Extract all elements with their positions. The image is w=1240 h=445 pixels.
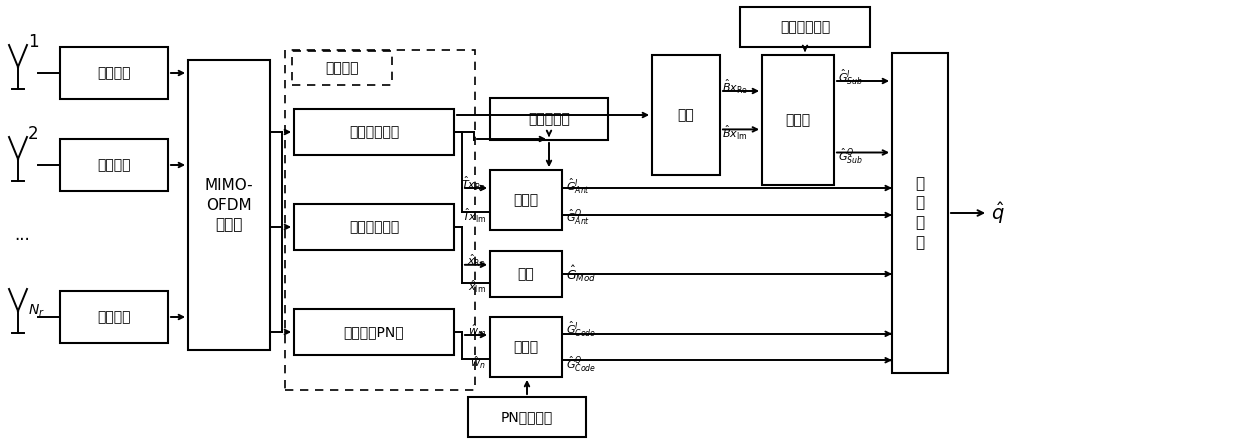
Bar <box>490 251 562 297</box>
Text: $\hat{T}x_{\mathrm{Im}}$: $\hat{T}x_{\mathrm{Im}}$ <box>461 207 486 225</box>
Bar <box>285 50 475 390</box>
Text: $\hat{w}_n$: $\hat{w}_n$ <box>470 355 486 371</box>
Text: $\hat{G}^Q_{Ant}$: $\hat{G}^Q_{Ant}$ <box>565 207 590 227</box>
Bar <box>467 397 587 437</box>
Text: $\hat{B}x_{\mathrm{Re}}$: $\hat{B}x_{\mathrm{Re}}$ <box>722 78 748 96</box>
Bar <box>294 204 454 250</box>
Text: $\hat{G}^Q_{Sub}$: $\hat{G}^Q_{Sub}$ <box>838 147 863 166</box>
Bar <box>490 98 608 140</box>
Text: $\hat{G}^I_{Code}$: $\hat{G}^I_{Code}$ <box>565 320 596 340</box>
Text: 载波恢复: 载波恢复 <box>97 66 130 80</box>
Text: $N_r$: $N_r$ <box>29 303 45 319</box>
Text: 天线映射表: 天线映射表 <box>528 112 570 126</box>
Bar <box>294 309 454 355</box>
Text: 并
串
转
换: 并 串 转 换 <box>915 176 925 250</box>
Bar <box>294 109 454 155</box>
Bar <box>490 317 562 377</box>
Text: PN码映射表: PN码映射表 <box>501 410 553 424</box>
Bar <box>291 51 392 85</box>
Text: $\hat{B}x_{\mathrm{Im}}$: $\hat{B}x_{\mathrm{Im}}$ <box>722 124 748 142</box>
Text: MIMO-
OFDM
解调器: MIMO- OFDM 解调器 <box>205 178 253 232</box>
Text: 检测激活天线: 检测激活天线 <box>348 125 399 139</box>
Bar <box>188 60 270 350</box>
Bar <box>60 291 167 343</box>
Text: $\hat{T}x_{\mathrm{Re}}$: $\hat{T}x_{\mathrm{Re}}$ <box>461 175 486 193</box>
Text: 1: 1 <box>29 33 38 51</box>
Text: 解映射: 解映射 <box>513 340 538 354</box>
Bar <box>60 47 167 99</box>
Text: $\hat{G}_{Mod}$: $\hat{G}_{Mod}$ <box>565 264 596 284</box>
Text: $\hat{G}^I_{Ant}$: $\hat{G}^I_{Ant}$ <box>565 176 590 196</box>
Text: $\hat{x}_{\mathrm{Im}}$: $\hat{x}_{\mathrm{Im}}$ <box>467 279 486 295</box>
Bar <box>60 139 167 191</box>
Text: $\hat{G}^I_{Sub}$: $\hat{G}^I_{Sub}$ <box>838 67 863 87</box>
Text: 载波恢复: 载波恢复 <box>97 310 130 324</box>
Bar <box>652 55 720 175</box>
Text: 检测激活PN码: 检测激活PN码 <box>343 325 404 339</box>
Text: 解映射: 解映射 <box>785 113 811 127</box>
Text: $\hat{G}^Q_{Code}$: $\hat{G}^Q_{Code}$ <box>565 355 596 374</box>
Bar <box>763 55 835 185</box>
Text: $\hat{w}_m$: $\hat{w}_m$ <box>467 323 486 339</box>
Text: $\hat{x}_{\mathrm{Re}}$: $\hat{x}_{\mathrm{Re}}$ <box>467 253 486 269</box>
Bar <box>740 7 870 47</box>
Text: 检测: 检测 <box>677 108 694 122</box>
Text: 载波恢复: 载波恢复 <box>97 158 130 172</box>
Text: 检测调制符号: 检测调制符号 <box>348 220 399 234</box>
Bar <box>490 170 562 230</box>
Text: 解调: 解调 <box>517 267 534 281</box>
Text: $\hat{q}$: $\hat{q}$ <box>991 200 1004 226</box>
Bar <box>892 53 949 373</box>
Text: ...: ... <box>14 226 30 244</box>
Text: 解映射: 解映射 <box>513 193 538 207</box>
Text: 估计过程: 估计过程 <box>325 61 358 75</box>
Text: 子载波映射表: 子载波映射表 <box>780 20 830 34</box>
Text: 2: 2 <box>29 125 38 143</box>
